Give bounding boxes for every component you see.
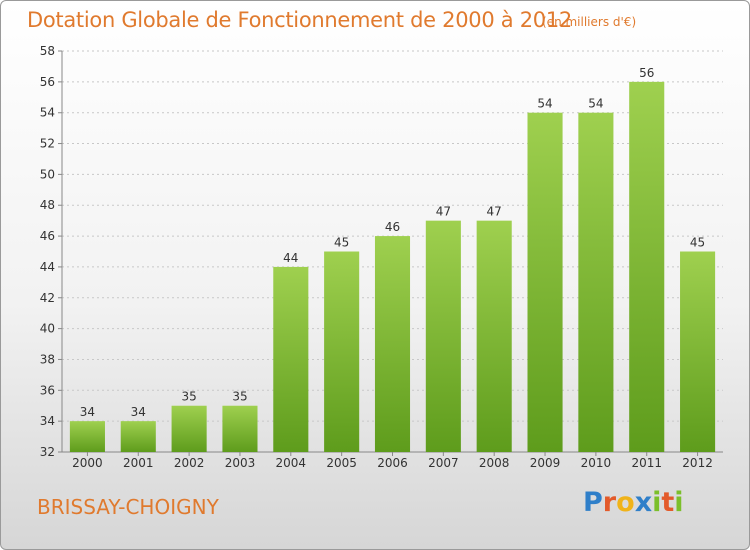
y-tick-label: 42 (40, 291, 55, 305)
y-tick-label: 40 (40, 322, 55, 336)
logo-letter: r (602, 487, 617, 518)
data-label: 47 (436, 205, 451, 219)
y-tick-label: 52 (40, 137, 55, 151)
logo-letter: t (661, 487, 675, 518)
x-tick-label: 2010 (581, 456, 612, 470)
data-label: 54 (537, 97, 552, 111)
bar (222, 405, 258, 452)
y-tick-label: 32 (40, 445, 55, 459)
bars (69, 81, 716, 452)
data-label: 54 (588, 97, 603, 111)
bar (324, 251, 360, 452)
bar (425, 220, 461, 452)
x-tick-label: 2001 (123, 456, 154, 470)
chart-subtitle: (en milliers d'€) (542, 15, 637, 29)
x-tick-label: 2012 (682, 456, 713, 470)
bar (680, 251, 716, 452)
data-label: 45 (334, 236, 349, 250)
bar (476, 220, 512, 452)
logo-letter: x (634, 487, 653, 518)
y-tick-label: 36 (40, 383, 55, 397)
y-tick-label: 46 (40, 229, 55, 243)
y-tick-label: 56 (40, 75, 55, 89)
bar (273, 266, 309, 452)
x-tick-label: 2004 (276, 456, 307, 470)
data-label: 47 (487, 205, 502, 219)
logo-letter: i (674, 487, 684, 518)
data-label: 35 (181, 390, 196, 404)
bar (120, 421, 156, 452)
y-tick-label: 44 (40, 260, 55, 274)
data-label: 46 (385, 220, 400, 234)
y-tick-label: 34 (40, 414, 55, 428)
data-label: 45 (690, 236, 705, 250)
x-tick-label: 2009 (530, 456, 561, 470)
data-label: 44 (283, 251, 298, 265)
bar (527, 112, 563, 452)
data-label: 34 (80, 405, 95, 419)
x-tick-label: 2000 (72, 456, 103, 470)
y-tick-label: 58 (40, 44, 55, 58)
y-tick-label: 50 (40, 167, 55, 181)
commune-name: BRISSAY-CHOIGNY (37, 495, 219, 519)
y-tick-label: 48 (40, 198, 55, 212)
bar (578, 112, 614, 452)
x-tick-label: 2005 (326, 456, 357, 470)
data-label: 35 (232, 390, 247, 404)
logo-letter: i (652, 487, 662, 518)
x-tick-label: 2006 (377, 456, 408, 470)
x-tick-label: 2003 (225, 456, 256, 470)
x-tick-label: 2002 (174, 456, 205, 470)
labels: 32 34 36 38 40 42 44 46 48 50 52 54 56 58 34 2000 34 2001… (40, 44, 713, 470)
bar (171, 405, 207, 452)
bar (69, 421, 105, 452)
x-tick-label: 2007 (428, 456, 459, 470)
logo-letter: o (616, 487, 635, 518)
bar (629, 81, 665, 452)
y-tick-label: 54 (40, 106, 55, 120)
bar (374, 236, 411, 452)
logo-letter: P (583, 487, 603, 518)
y-tick-label: 38 (40, 352, 55, 366)
data-label: 56 (639, 66, 654, 80)
proxiti-logo: Proxiti (583, 487, 684, 518)
data-label: 34 (131, 405, 146, 419)
x-tick-label: 2011 (631, 456, 662, 470)
chart-title: Dotation Globale de Fonctionnement de 20… (27, 8, 572, 32)
x-tick-label: 2008 (479, 456, 510, 470)
